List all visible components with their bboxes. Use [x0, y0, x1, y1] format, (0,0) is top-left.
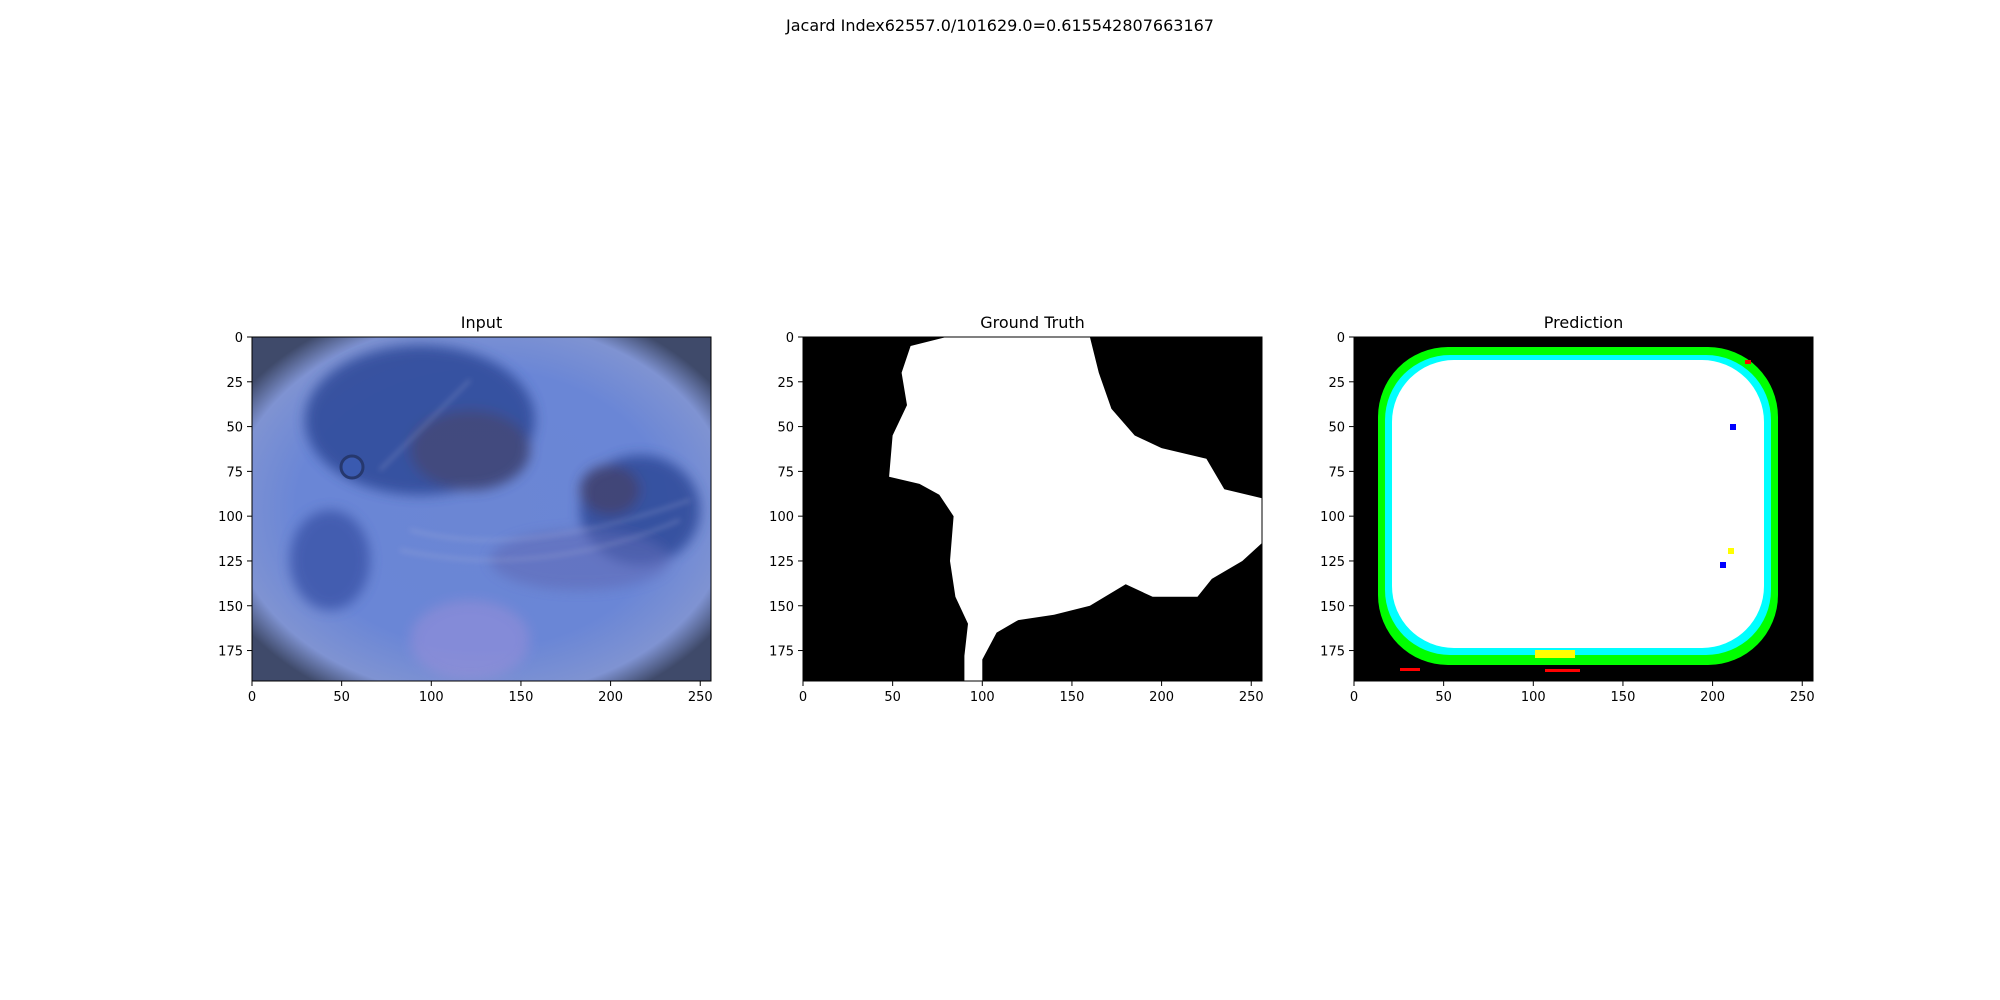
prediction-image	[1354, 337, 1813, 681]
y-tick-label: 175	[769, 645, 794, 660]
y-ticks-ground-truth: 0 25 50 75 100 125 150 175	[769, 331, 803, 660]
x-tick-label: 250	[1239, 690, 1264, 705]
x-tick-label: 250	[688, 690, 713, 705]
y-tick-label: 150	[769, 600, 794, 615]
y-tick-label: 100	[769, 510, 794, 525]
y-tick-label: 50	[777, 421, 794, 436]
y-tick-label: 150	[1320, 600, 1345, 615]
y-tick-label: 175	[218, 645, 243, 660]
y-tick-label: 25	[1328, 376, 1345, 391]
y-tick-label: 125	[769, 555, 794, 570]
panel-ground-truth: Ground Truth 0 50 100 150 200 250 0 25 50 75 100 1…	[769, 313, 1263, 705]
y-tick-label: 150	[218, 600, 243, 615]
x-tick-label: 0	[799, 690, 807, 705]
y-tick-label: 0	[1337, 331, 1345, 346]
x-tick-label: 200	[598, 690, 623, 705]
input-image	[252, 337, 711, 681]
x-tick-label: 200	[1700, 690, 1725, 705]
panel-prediction: Prediction 0 50 100 150 200 250 0 25 50 75 100 125…	[1320, 313, 1814, 705]
gt-mask	[889, 337, 1262, 681]
x-ticks-prediction: 0 50 100 150 200 250	[1350, 681, 1815, 705]
y-tick-label: 0	[786, 331, 794, 346]
x-ticks-ground-truth: 0 50 100 150 200 250	[799, 681, 1264, 705]
y-tick-label: 100	[218, 510, 243, 525]
panel-title-input: Input	[461, 313, 502, 332]
x-tick-label: 150	[1611, 690, 1636, 705]
x-tick-label: 0	[1350, 690, 1358, 705]
y-ticks-input: 0 25 50 75 100 125 150 175	[218, 331, 252, 660]
y-tick-label: 100	[1320, 510, 1345, 525]
y-tick-label: 125	[1320, 555, 1345, 570]
y-tick-label: 50	[226, 421, 243, 436]
x-tick-label: 100	[1521, 690, 1546, 705]
y-ticks-prediction: 0 25 50 75 100 125 150 175	[1320, 331, 1354, 660]
y-tick-label: 75	[226, 465, 243, 480]
y-tick-label: 75	[777, 465, 794, 480]
pred-core	[1392, 360, 1764, 648]
y-tick-label: 175	[1320, 645, 1345, 660]
y-tick-label: 0	[235, 331, 243, 346]
y-tick-label: 50	[1328, 421, 1345, 436]
x-tick-label: 100	[970, 690, 995, 705]
x-tick-label: 200	[1149, 690, 1174, 705]
x-tick-label: 50	[333, 690, 350, 705]
x-tick-label: 150	[509, 690, 534, 705]
x-ticks-input: 0 50 100 150 200 250	[248, 681, 713, 705]
x-tick-label: 50	[1435, 690, 1452, 705]
y-tick-label: 25	[777, 376, 794, 391]
panel-title-prediction: Prediction	[1544, 313, 1623, 332]
x-tick-label: 250	[1790, 690, 1815, 705]
y-tick-label: 125	[218, 555, 243, 570]
y-tick-label: 75	[1328, 465, 1345, 480]
x-tick-label: 50	[884, 690, 901, 705]
x-tick-label: 0	[248, 690, 256, 705]
panel-input: Input 0 50 100 150 200 250 0 25 50 75 100 125 150 17…	[218, 313, 712, 705]
panel-title-ground-truth: Ground Truth	[980, 313, 1085, 332]
x-tick-label: 150	[1060, 690, 1085, 705]
y-tick-label: 25	[226, 376, 243, 391]
x-tick-label: 100	[419, 690, 444, 705]
figure-suptitle: Jacard Index62557.0/101629.0=0.615542807…	[786, 16, 1214, 35]
